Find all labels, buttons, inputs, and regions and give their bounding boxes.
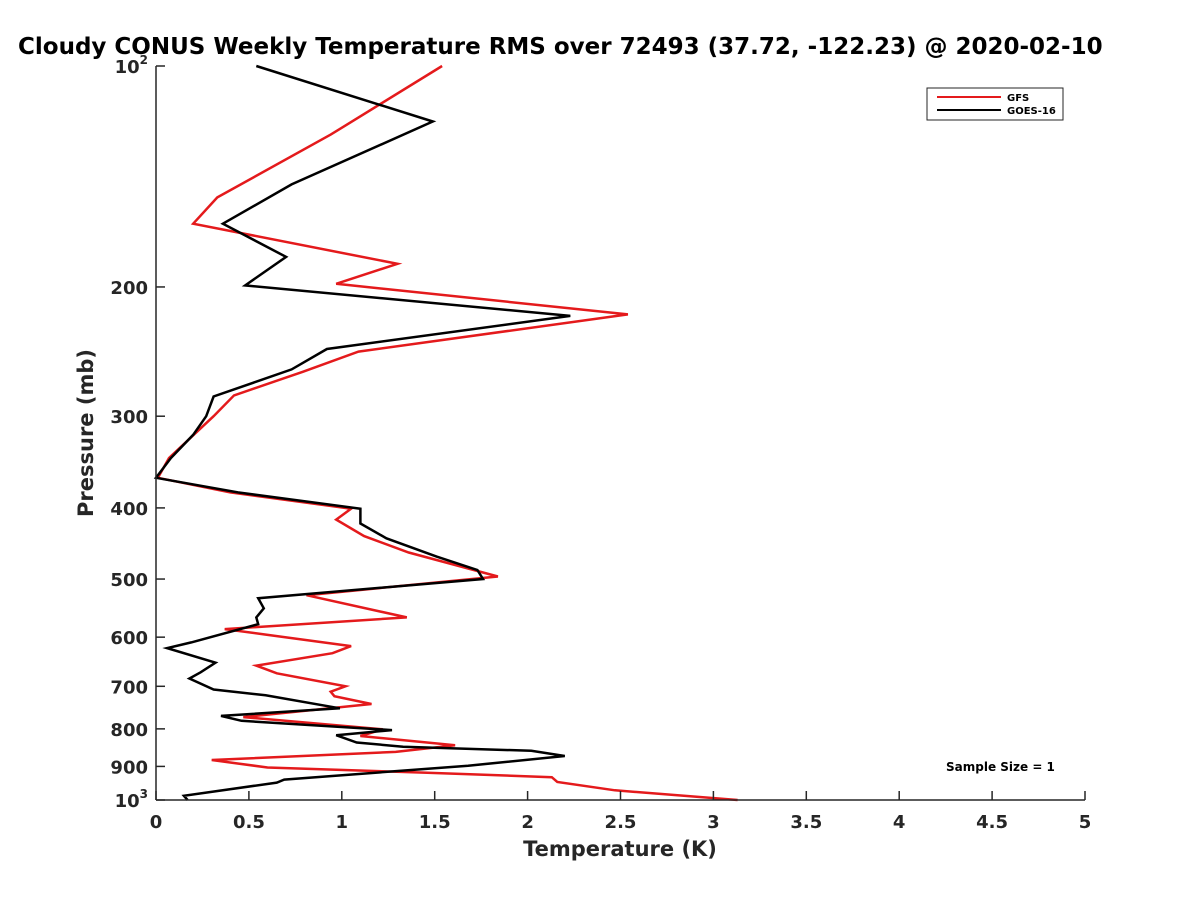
y-tick-label-base: 600 [110,628,148,649]
sample-size-annotation: Sample Size = 1 [946,760,1055,774]
x-tick-label: 2 [521,812,534,833]
y-tick-label: 400 [110,499,148,520]
y-tick-label: 300 [110,407,148,428]
legend: GFS GOES-16 [926,87,1064,121]
series-line-gfs [155,64,738,802]
y-tick-label-base: 400 [110,499,148,520]
x-tick-label: 4 [893,812,906,833]
x-tick-label: 5 [1079,812,1092,833]
chart-title: Cloudy CONUS Weekly Temperature RMS over… [18,34,1103,60]
x-tick-label: 0 [150,812,163,833]
y-tick-label: 103 [115,787,148,812]
y-tick-label-base: 700 [110,677,148,698]
legend-label-goes16: GOES-16 [1007,106,1056,117]
x-tick-label: 3 [707,812,720,833]
y-tick-label: 900 [110,757,148,778]
x-tick-label: 0.5 [233,812,265,833]
series-layer [153,64,738,802]
x-tick-label: 1.5 [419,812,451,833]
y-tick-label: 500 [110,570,148,591]
y-tick-label: 800 [110,720,148,741]
x-axis-ticks: 0 0.5 1 1.5 2 2.5 3 3.5 4 4.5 5 [150,791,1092,833]
y-tick-label: 700 [110,677,148,698]
y-tick-label-exponent: 2 [140,53,148,67]
y-tick-label: 102 [115,53,148,78]
y-tick-label-exponent: 3 [140,787,148,801]
x-tick-label: 1 [336,812,349,833]
y-tick-label-base: 500 [110,570,148,591]
x-tick-label: 4.5 [976,812,1008,833]
y-tick-label-base: 300 [110,407,148,428]
legend-box [926,87,1064,121]
x-tick-label: 2.5 [605,812,637,833]
plot-area [156,66,1085,800]
x-tick-label: 3.5 [790,812,822,833]
y-tick-label-base: 800 [110,720,148,741]
x-axis-label: Temperature (K) [523,837,717,861]
y-tick-label-base: 900 [110,757,148,778]
y-tick-label-base: 10 [115,57,140,78]
y-tick-label: 600 [110,628,148,649]
y-axis-label: Pressure (mb) [74,349,98,517]
legend-label-gfs: GFS [1007,93,1029,104]
y-tick-label-base: 200 [110,278,148,299]
y-tick-label-base: 10 [115,791,140,812]
series-line-goes-16 [153,64,571,801]
y-tick-label: 200 [110,278,148,299]
